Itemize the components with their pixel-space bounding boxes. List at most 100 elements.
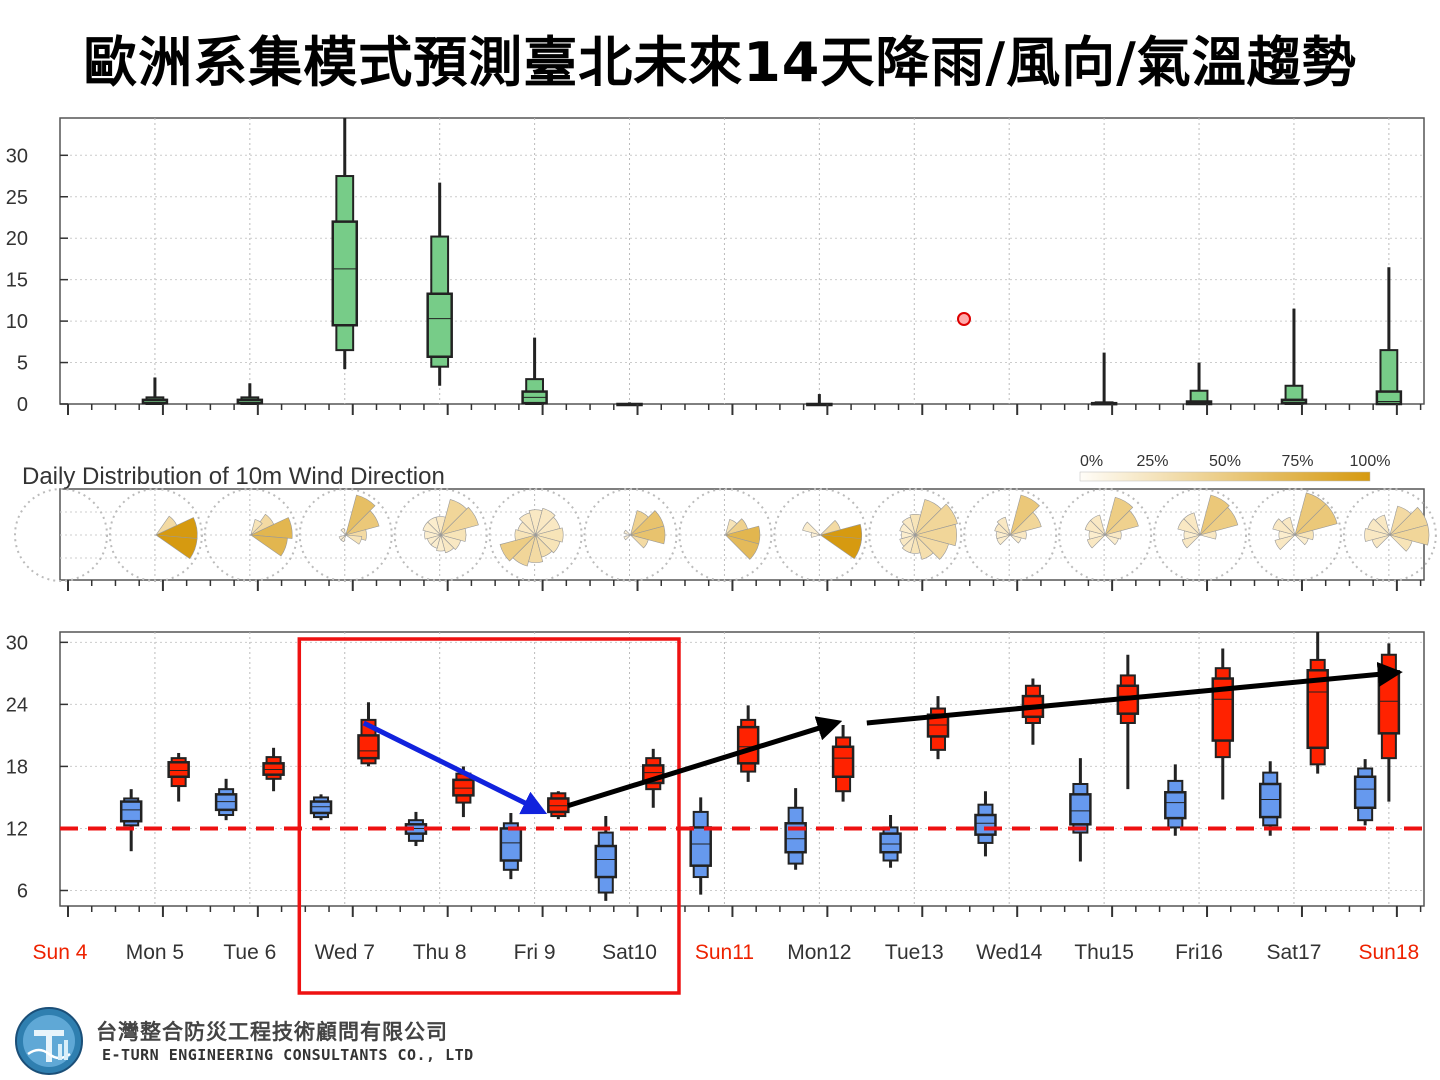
- wind-sector: [1090, 514, 1106, 537]
- wind-sector: [914, 533, 934, 560]
- wind-sector: [1388, 524, 1430, 546]
- precip-ytick-label: 10: [6, 311, 28, 333]
- wind-sector: [1086, 534, 1107, 549]
- wind-sector: [724, 519, 738, 537]
- wind-sector: [1009, 530, 1027, 540]
- wind-sector: [1274, 534, 1296, 551]
- wind-sector: [914, 503, 958, 536]
- wind-rose-outline: [1247, 488, 1342, 582]
- company-footer: 台灣整合防災工程技術顧問有限公司 E-TURN ENGINEERING CONS…: [14, 1006, 494, 1076]
- wind-sector: [1374, 514, 1391, 537]
- precip-ytick-label: 0: [17, 394, 28, 416]
- wind-sector: [1293, 534, 1309, 546]
- trend-arrow-1: [362, 720, 548, 815]
- temperature-chart: 6 12 18 24 30: [6, 631, 1425, 917]
- page-title: 歐洲系集模式預測臺北未來14天降雨/風向/氣溫趨勢: [83, 31, 1357, 94]
- wind-sector: [1104, 534, 1119, 546]
- day-label: Tue13: [885, 941, 944, 964]
- temp-max-box-inner-box: [357, 734, 380, 760]
- precip-ytick-label: 5: [17, 353, 28, 375]
- wind-sector: [899, 534, 917, 547]
- day-label: Sat17: [1267, 941, 1322, 964]
- temp-min-box-inner-box: [309, 800, 333, 815]
- precip-box-inner-box: [236, 398, 264, 405]
- wind-rose-outline: [678, 488, 773, 582]
- wind-sector: [249, 513, 275, 536]
- precipitation-chart: 0 5 10 15 20 25 30: [6, 117, 1425, 416]
- wind-sector: [534, 527, 564, 543]
- wind-rose-outline: [583, 488, 678, 582]
- wind-rose-outline: [203, 488, 298, 582]
- wind-sector: [901, 533, 916, 554]
- precip-frame: [59, 117, 1425, 405]
- day-label: Mon12: [787, 941, 851, 964]
- trend-arrow-2: [567, 716, 843, 809]
- wind-legend-label: 75%: [1281, 453, 1313, 470]
- precip-box-inner-box: [331, 220, 359, 327]
- wind-sector: [439, 506, 479, 536]
- highlight-box: [297, 637, 681, 995]
- wind-sector: [1272, 518, 1296, 536]
- precip-ytick-label: 25: [6, 187, 28, 209]
- wind-sector: [439, 528, 467, 542]
- wind-rose-outline: [1342, 488, 1437, 582]
- temp-min-box-inner-box: [1353, 775, 1377, 810]
- temp-max-box-inner-box: [1377, 670, 1401, 735]
- wind-rose-outline: [1153, 488, 1248, 582]
- precip-box-inner-box: [1280, 398, 1308, 405]
- wind-sector: [1103, 530, 1122, 540]
- temp-max-box-inner-box: [831, 745, 855, 779]
- temp-min-box-inner-box: [1069, 793, 1092, 826]
- wind-sector: [901, 516, 916, 537]
- temp-max-box-inner-box: [452, 778, 475, 797]
- wind-sector: [1009, 511, 1042, 536]
- wind-rose-outline: [1058, 488, 1153, 582]
- day-label: Wed 7: [315, 941, 375, 964]
- wind-sector: [249, 534, 288, 557]
- wind-sector: [1293, 503, 1338, 536]
- wind-sector: [1009, 534, 1022, 544]
- day-label: Tue 6: [223, 941, 276, 964]
- wind-sector: [819, 534, 862, 560]
- trend-annotations: [297, 637, 1403, 995]
- temp-max-box-inner-box: [1211, 677, 1235, 742]
- wind-sector: [1367, 518, 1391, 536]
- wind-sector: [1364, 528, 1392, 542]
- wind-sector: [534, 534, 561, 554]
- wind-chart-title: Daily Distribution of 10m Wind Direction: [22, 463, 445, 490]
- temp-min-box-inner-box: [879, 832, 902, 854]
- temp-max-box-inner-box: [262, 762, 285, 776]
- temp-ytick-label: 6: [17, 880, 28, 902]
- trend-arrow-3: [866, 661, 1403, 726]
- wind-sector: [623, 534, 632, 541]
- temp-ytick-label: 18: [6, 756, 28, 778]
- wind-sector: [724, 534, 760, 560]
- day-label: Sun18: [1359, 941, 1420, 964]
- temp-min-box-inner-box: [1164, 791, 1187, 820]
- wind-sector: [629, 525, 666, 545]
- temp-ytick-label: 12: [6, 818, 28, 840]
- precip-ytick-label: 20: [6, 228, 28, 250]
- chart-canvas: 0 5 10 15 20 25 30 Daily Distribution of 10m W…: [6, 117, 1437, 995]
- wind-sector: [623, 529, 632, 536]
- wind-sector: [338, 534, 347, 541]
- temp-frame: [59, 631, 1425, 907]
- wind-sector: [1199, 494, 1230, 537]
- wind-sector: [914, 534, 949, 560]
- precip-box-inner-box: [1375, 390, 1403, 406]
- wind-sector: [518, 512, 537, 537]
- day-label: Sat10: [602, 941, 657, 964]
- cursor-marker: [957, 312, 971, 326]
- wind-rose-outline: [963, 488, 1058, 582]
- temp-max-box-inner-box: [167, 761, 190, 779]
- wind-sector: [154, 534, 198, 560]
- temp-min-box-inner-box: [594, 844, 618, 879]
- wind-sector: [340, 527, 347, 537]
- day-label: Sun11: [695, 941, 754, 964]
- temp-max-box-inner-box: [547, 797, 570, 814]
- wind-sector: [499, 534, 537, 562]
- wind-sector: [155, 515, 178, 536]
- wind-rose-outline: [298, 488, 393, 582]
- wind-legend-bar: [1079, 471, 1371, 482]
- wind-sector: [427, 516, 442, 537]
